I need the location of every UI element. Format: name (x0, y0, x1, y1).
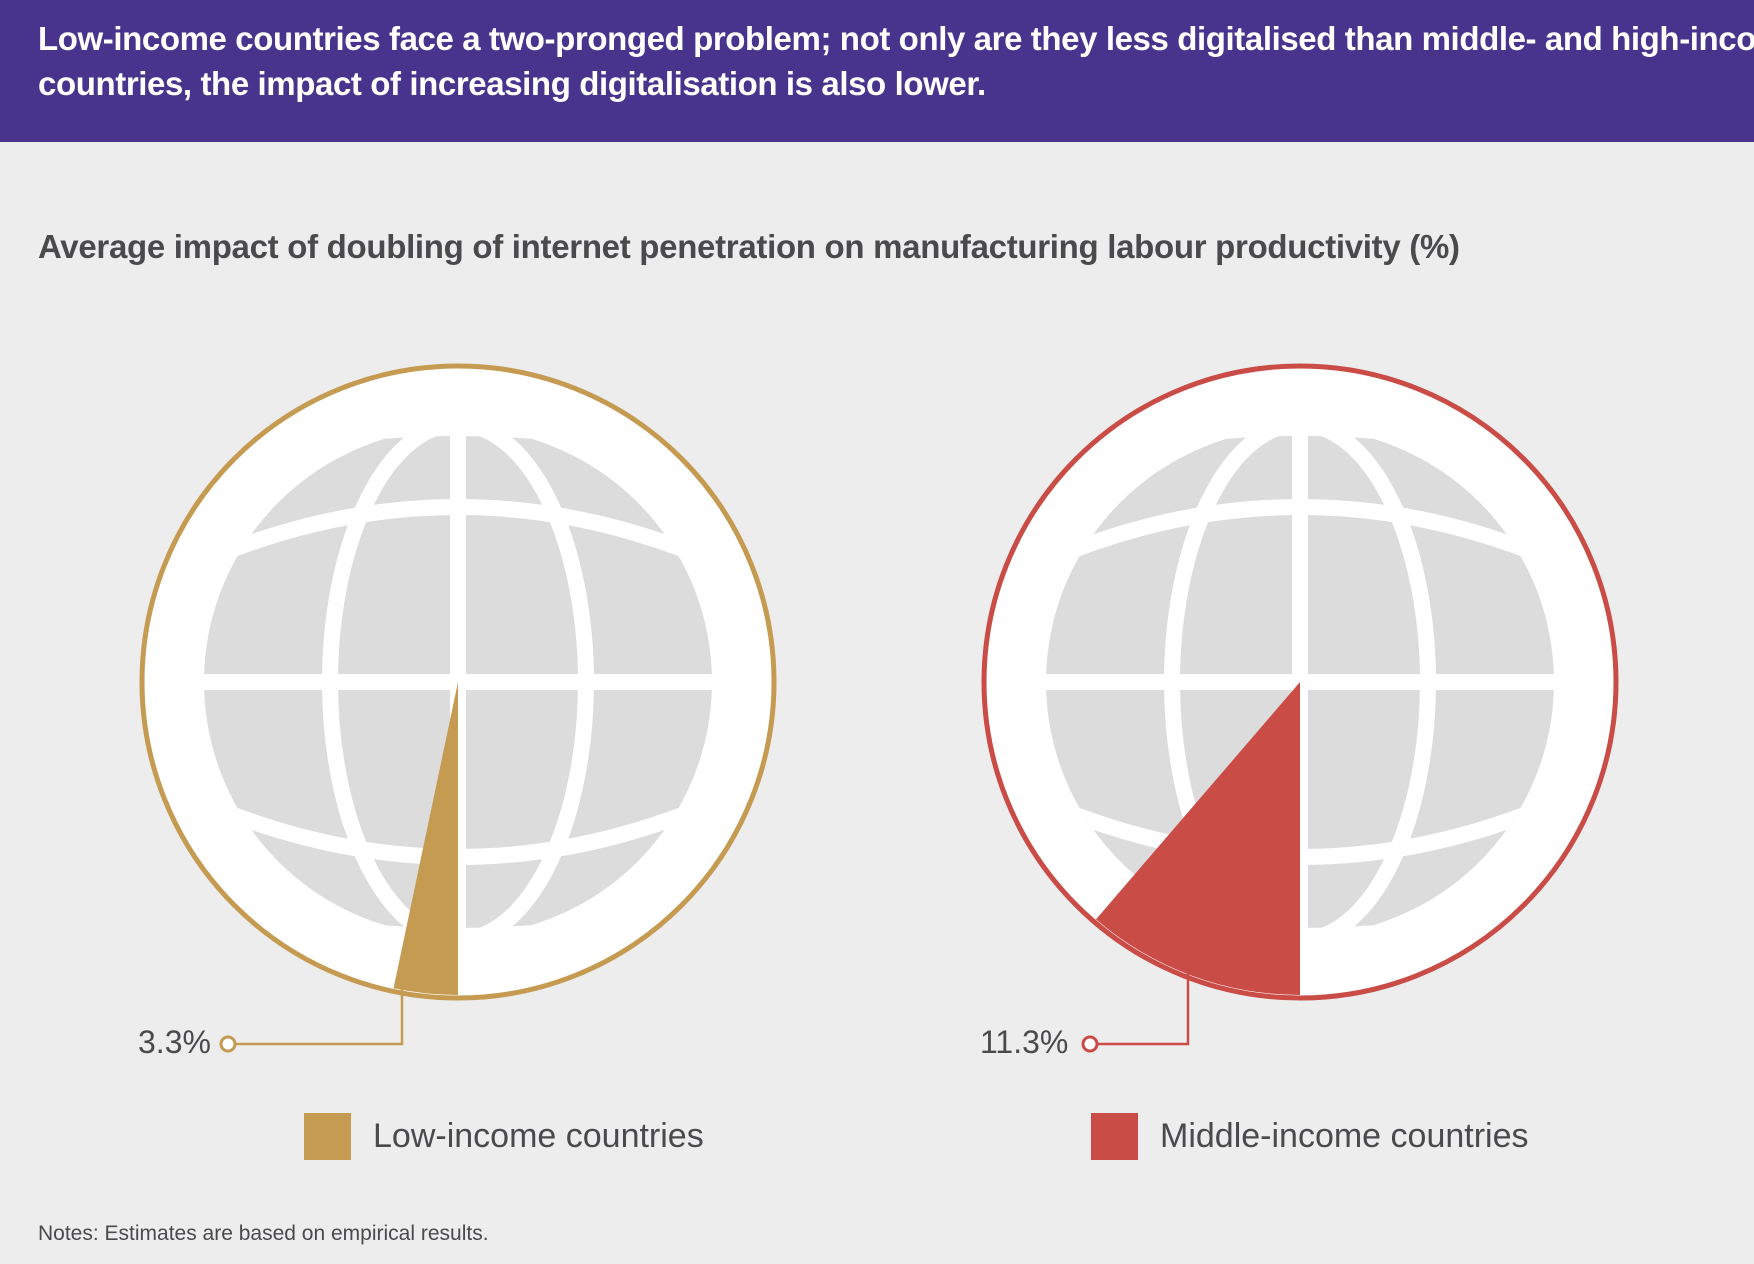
legend-item-low-income: Low-income countries (304, 1113, 704, 1160)
globe-chart-middle-income (981, 363, 1619, 1053)
chart-title: Average impact of doubling of internet p… (38, 228, 1460, 265)
header-line-1: Low-income countries face a two-pronged … (38, 20, 1754, 57)
value-label-low-income: 3.3% (138, 1024, 211, 1060)
leader-dot-low-income (219, 1035, 237, 1053)
notes: Notes: Estimates are based on empirical … (38, 1222, 489, 1245)
header-line-2: countries, the impact of increasing digi… (38, 65, 986, 102)
leader-line-low-income (236, 985, 404, 1046)
leader-dot-middle-income (1081, 1035, 1099, 1053)
legend-label-low-income: Low-income countries (373, 1117, 704, 1155)
leader-line-middle-income (1098, 970, 1190, 1046)
value-label-middle-income: 11.3% (980, 1024, 1069, 1060)
globe-chart-low-income (139, 363, 777, 1053)
legend-item-middle-income: Middle-income countries (1091, 1113, 1529, 1160)
legend-swatch-middle-income (1091, 1113, 1138, 1160)
legend-label-middle-income: Middle-income countries (1160, 1117, 1529, 1155)
legend-swatch-low-income (304, 1113, 351, 1160)
header-banner: Low-income countries face a two-pronged … (0, 0, 1754, 142)
wedge-low-income (393, 682, 458, 995)
wedge-middle-income (1095, 682, 1300, 995)
